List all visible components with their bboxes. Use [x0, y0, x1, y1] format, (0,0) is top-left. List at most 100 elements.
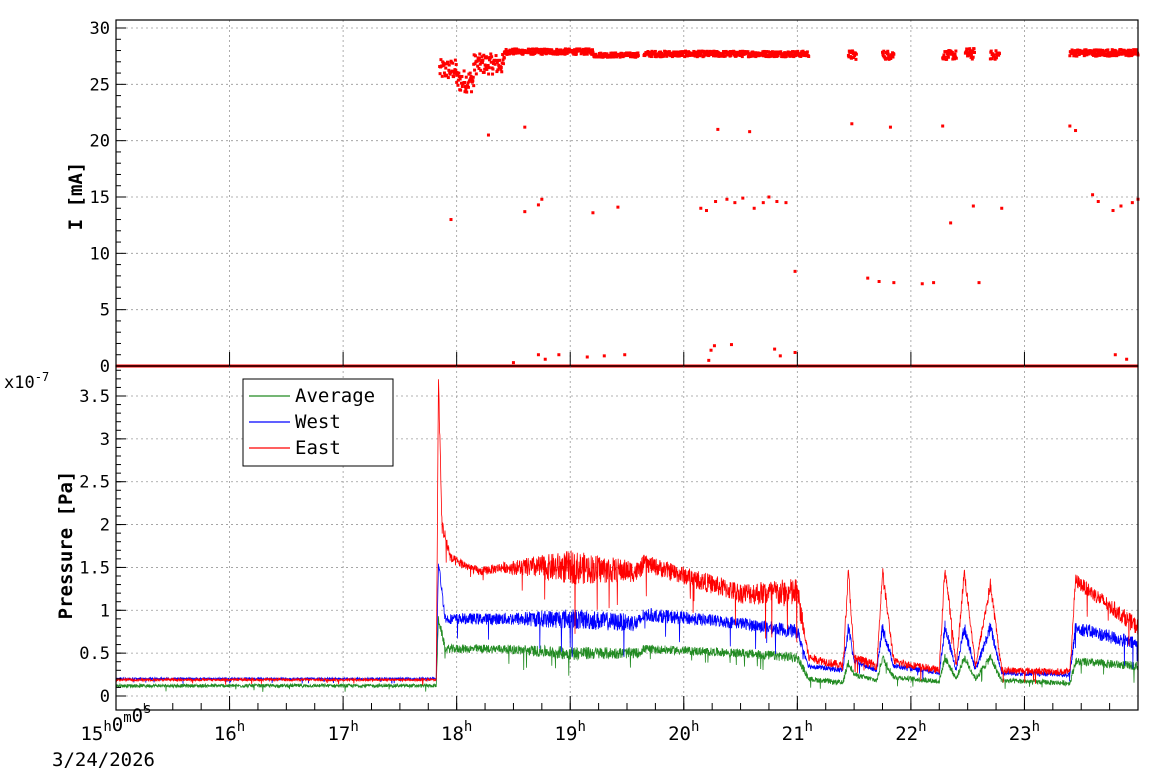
current-point: [486, 133, 490, 137]
current-point: [653, 51, 657, 55]
current-point: [772, 55, 776, 59]
current-point: [954, 49, 958, 53]
current-point: [942, 55, 946, 59]
current-point: [1115, 51, 1119, 55]
current-point: [529, 52, 533, 56]
current-point: [1111, 209, 1115, 213]
current-point: [469, 74, 473, 78]
current-point: [468, 71, 472, 75]
current-point: [1098, 53, 1102, 57]
current-point: [477, 66, 481, 70]
current-point: [854, 52, 858, 56]
current-point: [966, 53, 970, 57]
current-point: [994, 49, 998, 53]
current-point: [683, 55, 687, 59]
current-point: [767, 195, 771, 199]
current-point: [882, 49, 886, 53]
current-point: [761, 54, 765, 58]
pressure-x-tick-label: 20h: [668, 719, 699, 745]
pressure-legend: Average West East: [242, 378, 394, 467]
current-point: [709, 52, 713, 56]
current-point: [977, 281, 981, 285]
current-point: [478, 62, 482, 66]
current-point: [543, 47, 547, 51]
pressure-lines: [115, 379, 1139, 692]
current-point: [649, 55, 653, 59]
current-point: [439, 58, 443, 62]
current-point: [997, 52, 1001, 56]
current-point: [456, 83, 460, 87]
current-point: [774, 51, 778, 55]
current-point: [667, 50, 671, 54]
current-point: [997, 53, 1001, 57]
current-point: [558, 52, 562, 56]
current-point: [457, 71, 461, 75]
current-point: [463, 81, 467, 85]
current-point: [1069, 50, 1073, 54]
current-point: [994, 56, 998, 60]
current-point: [463, 85, 467, 89]
pressure-exponent-label: x10-7: [4, 370, 49, 393]
current-point: [496, 68, 500, 72]
current-point: [447, 63, 451, 67]
current-point: [478, 52, 482, 56]
pressure-y-tick-label: 3: [100, 430, 110, 450]
current-point: [454, 68, 458, 72]
current-point: [884, 56, 888, 60]
current-point: [1127, 54, 1131, 58]
current-point: [1105, 54, 1109, 58]
current-point: [549, 51, 553, 55]
current-point: [967, 51, 971, 55]
current-point: [793, 350, 797, 354]
pressure-y-tick-label: 2.5: [79, 473, 110, 493]
current-point: [541, 51, 545, 55]
current-point: [1076, 48, 1080, 52]
current-point: [704, 51, 708, 55]
current-point: [502, 56, 506, 60]
pressure-x-axis: 15h0m0s 16h 17h 18h 19h 20h 21h 22h 23h: [80, 696, 1139, 745]
current-point: [499, 65, 503, 69]
current-point: [451, 61, 455, 65]
current-point: [989, 49, 993, 53]
pressure-x-tick-label: 17h: [327, 719, 358, 745]
pressure-y-tick-label: 0: [100, 687, 110, 707]
current-point: [892, 281, 896, 285]
current-point: [965, 47, 969, 51]
pressure-x-tick-label: 21h: [782, 719, 813, 745]
current-point: [485, 67, 489, 71]
current-point: [1117, 50, 1121, 54]
current-point: [567, 47, 571, 51]
current-point: [526, 51, 530, 55]
current-point: [1112, 50, 1116, 54]
pressure-y-tick-label: 1: [100, 601, 110, 621]
current-point: [1084, 48, 1088, 52]
current-point: [486, 63, 490, 67]
current-point: [954, 56, 958, 60]
current-point: [1105, 52, 1109, 56]
current-y-tick-label: 15: [90, 188, 110, 208]
current-point: [738, 49, 742, 53]
current-point: [464, 75, 468, 79]
current-point: [741, 196, 745, 200]
current-point: [500, 70, 504, 74]
current-point: [585, 52, 589, 56]
current-point: [460, 84, 464, 88]
current-point: [775, 200, 779, 204]
current-point: [497, 63, 501, 67]
current-point: [591, 52, 595, 56]
date-label: 3/24/2026: [52, 749, 155, 771]
current-point: [455, 80, 459, 84]
current-y-tick-label: 5: [100, 301, 110, 321]
current-point: [614, 51, 618, 55]
pressure-y-axis: 0 0.5 1 1.5 2 2.5 3 3.5: [79, 369, 126, 707]
current-point: [481, 58, 485, 62]
current-point: [448, 72, 452, 76]
current-point: [616, 205, 620, 209]
current-point: [990, 57, 994, 61]
current-point: [495, 70, 499, 74]
current-point: [665, 54, 669, 58]
current-point: [477, 56, 481, 60]
current-x-ticks: [115, 352, 1025, 366]
current-point: [495, 61, 499, 65]
pressure-y-tick-label: 2: [100, 516, 110, 536]
